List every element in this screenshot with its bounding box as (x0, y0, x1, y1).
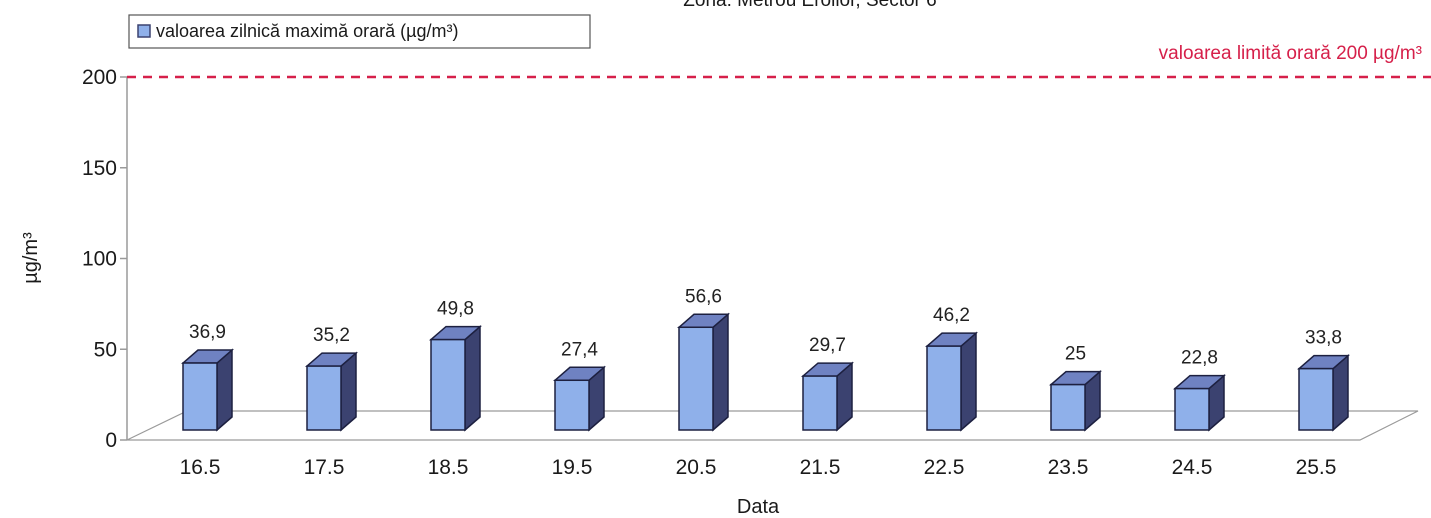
bar-front (554, 379, 590, 431)
y-tick-label: 100 (82, 248, 117, 271)
data-label: 35,2 (313, 325, 350, 346)
x-axis-title: Data (737, 496, 780, 518)
y-tick-label: 50 (94, 338, 117, 361)
data-label: 36,9 (189, 322, 226, 343)
x-tick-label: 22.5 (924, 456, 965, 479)
x-tick-label: 25.5 (1296, 456, 1337, 479)
y-tick-label: 200 (82, 66, 117, 89)
bar (552, 365, 607, 432)
bar-front (1050, 383, 1086, 431)
bar-side (960, 331, 977, 432)
data-label: 27,4 (561, 339, 598, 360)
data-label: 22,8 (1181, 348, 1218, 369)
bar (1296, 354, 1351, 432)
bar (924, 331, 979, 432)
x-tick-label: 24.5 (1172, 456, 1213, 479)
data-label: 33,8 (1305, 328, 1342, 349)
data-label: 56,6 (685, 286, 722, 307)
x-tick-label: 19.5 (552, 456, 593, 479)
data-label: 49,8 (437, 299, 474, 320)
bars-group (180, 312, 1351, 432)
bar-side (712, 312, 729, 432)
bar (428, 324, 483, 432)
bar-front (430, 338, 466, 431)
bar (1172, 373, 1227, 432)
bar-front (306, 365, 342, 431)
limit-label: valoarea limită orară 200 µg/m³ (1159, 43, 1422, 64)
bar-front (1298, 367, 1334, 431)
bar-side (464, 324, 481, 432)
bar (800, 361, 855, 432)
legend-label: valoarea zilnică maximă orară (µg/m³) (156, 21, 458, 41)
data-label: 25 (1065, 344, 1086, 365)
x-tick-label: 17.5 (304, 456, 345, 479)
bar (1048, 369, 1103, 432)
bar-front (678, 326, 714, 431)
x-tick-label: 23.5 (1048, 456, 1089, 479)
bar (676, 312, 731, 432)
data-label: 46,2 (933, 305, 970, 326)
bar-front (1174, 387, 1210, 431)
chart-axes: 0 50 100 150 200 (82, 66, 1431, 452)
y-axis-title: µg/m³ (20, 232, 42, 284)
y-tick-label: 150 (82, 157, 117, 180)
bar-front (926, 345, 962, 431)
legend-swatch (137, 24, 151, 38)
x-tick-label: 20.5 (676, 456, 717, 479)
x-tick-label: 21.5 (800, 456, 841, 479)
bar-front (802, 375, 838, 431)
legend-box (128, 14, 591, 49)
data-label: 29,7 (809, 335, 846, 356)
bar (180, 348, 235, 432)
floor-outline (126, 410, 1419, 441)
y-tick-label: 0 (105, 429, 117, 452)
x-tick-label: 16.5 (180, 456, 221, 479)
x-tick-label: 18.5 (428, 456, 469, 479)
legend: valoarea zilnică maximă orară (µg/m³) (128, 14, 591, 49)
chart-title: Zona: Metrou Eroilor, Sector 6 (683, 0, 936, 11)
bar (304, 351, 359, 432)
bar-front (182, 362, 218, 431)
labels-group: 16.5 17.5 18.5 19.5 20.5 21.5 22.5 23.5 24.5 25.5… (180, 286, 1342, 479)
